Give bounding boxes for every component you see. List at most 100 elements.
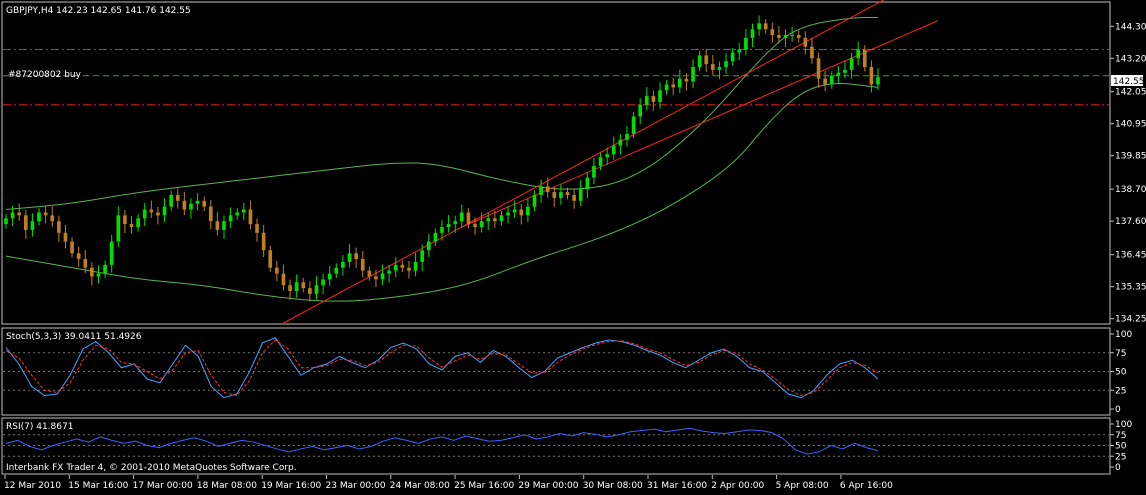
candle-body [354,253,358,259]
time-tick-label: 5 Apr 08:00 [776,481,829,491]
candle-body [796,35,801,38]
time-tick-label: 6 Apr 16:00 [840,481,893,491]
price-tick-label: 143.20 [1115,54,1146,64]
candle-body [552,192,557,198]
time-axis: 12 Mar 2010 15 Mar 16:00 17 Mar 00:00 18 Ma… [4,475,893,491]
candle-body [228,215,233,222]
candle-body [664,84,669,91]
candle-body [76,253,81,259]
candle-body [202,200,206,207]
candle-body [413,261,418,271]
candle-body [862,49,867,67]
candle-body [195,200,200,204]
time-tick-label: 24 Mar 08:00 [390,481,450,491]
candle-body [136,218,140,227]
time-tick-label: 2 Apr 00:00 [711,481,764,491]
candle-body [704,55,709,65]
time-tick-label: 19 Mar 16:00 [261,481,321,491]
candle-body [407,267,411,271]
time-tick-label: 23 Mar 00:00 [326,481,386,491]
price-tick-label: 135.35 [1115,283,1146,293]
candle-body [242,209,246,213]
candle-body [460,212,464,222]
candle-body [585,177,590,190]
price-tick-label: 136.45 [1115,251,1146,261]
candle-body [420,250,424,262]
candle-body [592,165,596,178]
candle-body [823,78,827,85]
candle-body [724,61,728,67]
time-tick-label: 12 Mar 2010 [4,481,61,491]
candle-body [578,189,583,201]
candle-body [169,195,173,207]
candle-body [777,35,781,38]
candle-body [301,282,306,289]
price-plot [3,0,1109,324]
candle-body [684,78,689,82]
candle-body [30,221,35,230]
candle-body [4,218,8,225]
candle-body [638,104,642,117]
candle-body [598,157,603,166]
candle-body [730,52,735,62]
price-pane-border [1,1,1111,325]
candle-body [856,49,860,59]
candle-body [321,279,325,286]
candle-body [843,69,847,73]
candle-body [605,154,609,158]
candle-body [671,84,676,88]
candle-body [651,96,656,102]
candle-body [519,209,524,216]
candle-body [539,186,543,195]
axis-tick-label: 25 [1115,386,1126,396]
candle-body [506,212,510,216]
candle-body [816,58,821,79]
candle-body [327,273,332,280]
candle-body [156,212,160,216]
candle-body [83,259,88,268]
candle-body [175,195,180,201]
candle-body [644,96,649,105]
axis-tick-label: 50 [1115,442,1127,452]
time-tick-label: 29 Mar 00:00 [518,481,578,491]
candle-body [711,64,715,70]
channel-line [283,0,885,324]
price-tick-label: 138.70 [1115,185,1146,195]
candle-body [658,90,662,102]
candle-body [493,218,497,222]
candle-body [288,285,292,291]
candle-body [387,270,391,274]
candle-body [631,116,636,134]
price-tick-label: 144.30 [1115,22,1146,32]
candle-body [737,49,742,53]
candle-body [426,241,431,251]
price-pane[interactable]: 144.30 143.20 142.05 140.95 139.85 138.70 137.… [1,0,1146,325]
candle-body [869,67,874,85]
candle-body [440,227,444,233]
stoch-main-line [5,337,879,399]
candle-body [479,221,484,227]
stoch-pane[interactable]: 100 75 50 25 0 Stoch(5,3,3) 39.0411 51.4926 [1,327,1132,416]
axis-tick-label: 25 [1115,452,1126,462]
price-tick-label: 140.95 [1115,120,1146,130]
candle-body [876,77,880,85]
candle-body [255,224,259,233]
candle-body [37,212,41,222]
candle-body [123,215,127,225]
candle-body [142,209,147,219]
candle-body [50,215,55,222]
candle-body [208,206,213,222]
price-tick-label: 142.05 [1115,88,1146,98]
candle-body [347,253,352,262]
candle-body [374,276,378,280]
stoch-label: Stoch(5,3,3) 39.0411 51.4926 [6,332,142,342]
candle-body [70,241,74,254]
time-tick-label: 25 Mar 16:00 [454,481,514,491]
axis-tick-label: 0 [1115,405,1121,415]
time-tick-label: 30 Mar 08:00 [583,481,643,491]
candle-body [744,37,748,50]
